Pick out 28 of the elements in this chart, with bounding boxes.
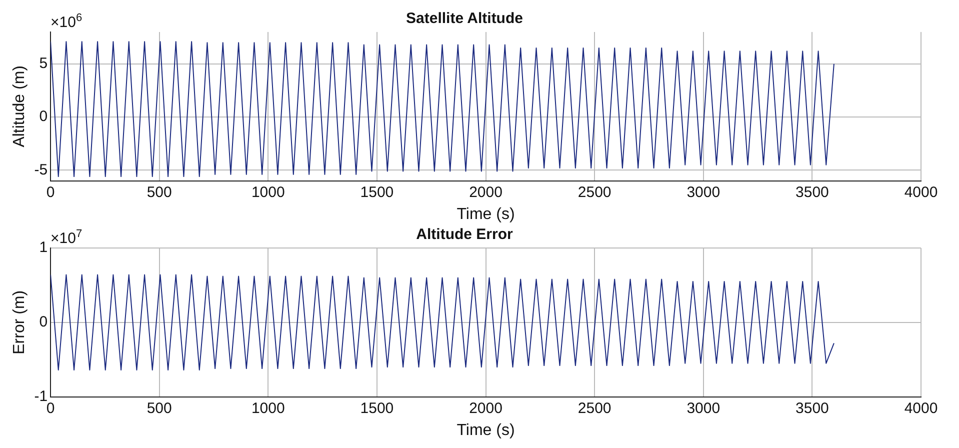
x-tick-label: 4000 xyxy=(904,400,938,417)
x-tick-label: 2000 xyxy=(469,400,502,417)
x-tick-label: 500 xyxy=(146,184,172,201)
x-tick-label: 1500 xyxy=(360,400,394,417)
y-tick-label: 0 xyxy=(39,314,48,331)
x-tick-label: 500 xyxy=(146,400,172,417)
x-tick-label: 1000 xyxy=(251,184,285,201)
x-tick-label: 3000 xyxy=(686,184,720,201)
x-tick-label: 3500 xyxy=(796,400,829,417)
x-tick-label: 2500 xyxy=(578,400,612,417)
x-tick-label: 4000 xyxy=(904,184,938,201)
x-tick-label: 3500 xyxy=(796,184,829,201)
x-axis-title: Time (s) xyxy=(456,206,515,223)
y-tick-label: 5 xyxy=(39,55,48,72)
x-axis-title: Time (s) xyxy=(456,422,515,439)
y-tick-label: 0 xyxy=(39,108,48,126)
y-axis-title: Altitude (m) xyxy=(11,66,28,148)
chart-title: Satellite Altitude xyxy=(406,10,523,28)
y-tick-label: 1 xyxy=(39,239,48,256)
x-tick-label: 1500 xyxy=(360,184,394,201)
y-tick-label: -1 xyxy=(34,388,48,405)
y-tick-label: -5 xyxy=(34,161,48,178)
x-tick-label: 2500 xyxy=(578,184,612,201)
x-tick-label: 2000 xyxy=(469,184,502,201)
chart-title: Altitude Error xyxy=(416,226,513,244)
x-tick-label: 3000 xyxy=(686,400,720,417)
y-axis-title: Error (m) xyxy=(11,290,28,354)
x-tick-label: 1000 xyxy=(251,400,285,417)
